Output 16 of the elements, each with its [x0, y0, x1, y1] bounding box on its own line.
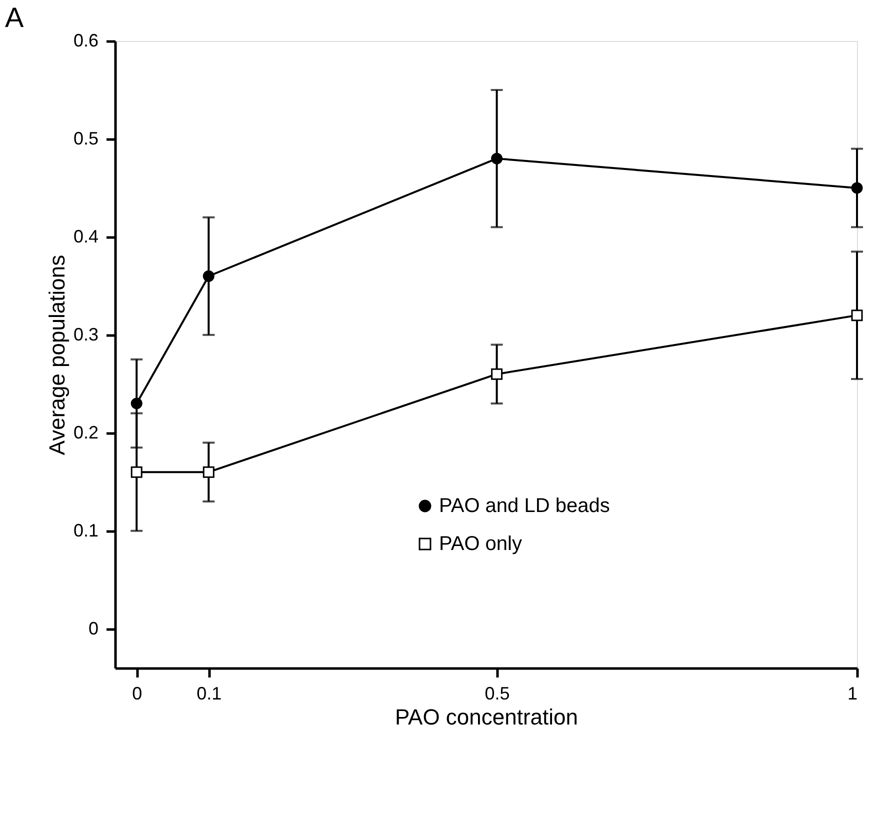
y-tick-label: 0.5: [73, 128, 98, 148]
y-tick-label: 0.3: [73, 324, 98, 344]
y-axis-title: Average populations: [44, 254, 70, 456]
x-tick-label: 0.5: [484, 684, 510, 704]
text: A: [5, 2, 24, 33]
y-tick-label: 0.4: [73, 226, 98, 246]
legend-label: PAO only: [439, 533, 522, 555]
legend-label: PAO and LD beads: [439, 495, 610, 517]
x-tick-label: 1: [847, 684, 858, 704]
y-tick-label: 0.2: [73, 422, 98, 442]
y-tick-label: 0: [88, 618, 98, 638]
x-tick-label: 0.1: [196, 684, 222, 704]
x-axis-title: PAO concentration: [394, 704, 578, 730]
y-tick-label: 0.6: [73, 30, 98, 50]
y-tick-label: 0.1: [73, 520, 98, 540]
x-tick-label: 0: [132, 684, 142, 704]
